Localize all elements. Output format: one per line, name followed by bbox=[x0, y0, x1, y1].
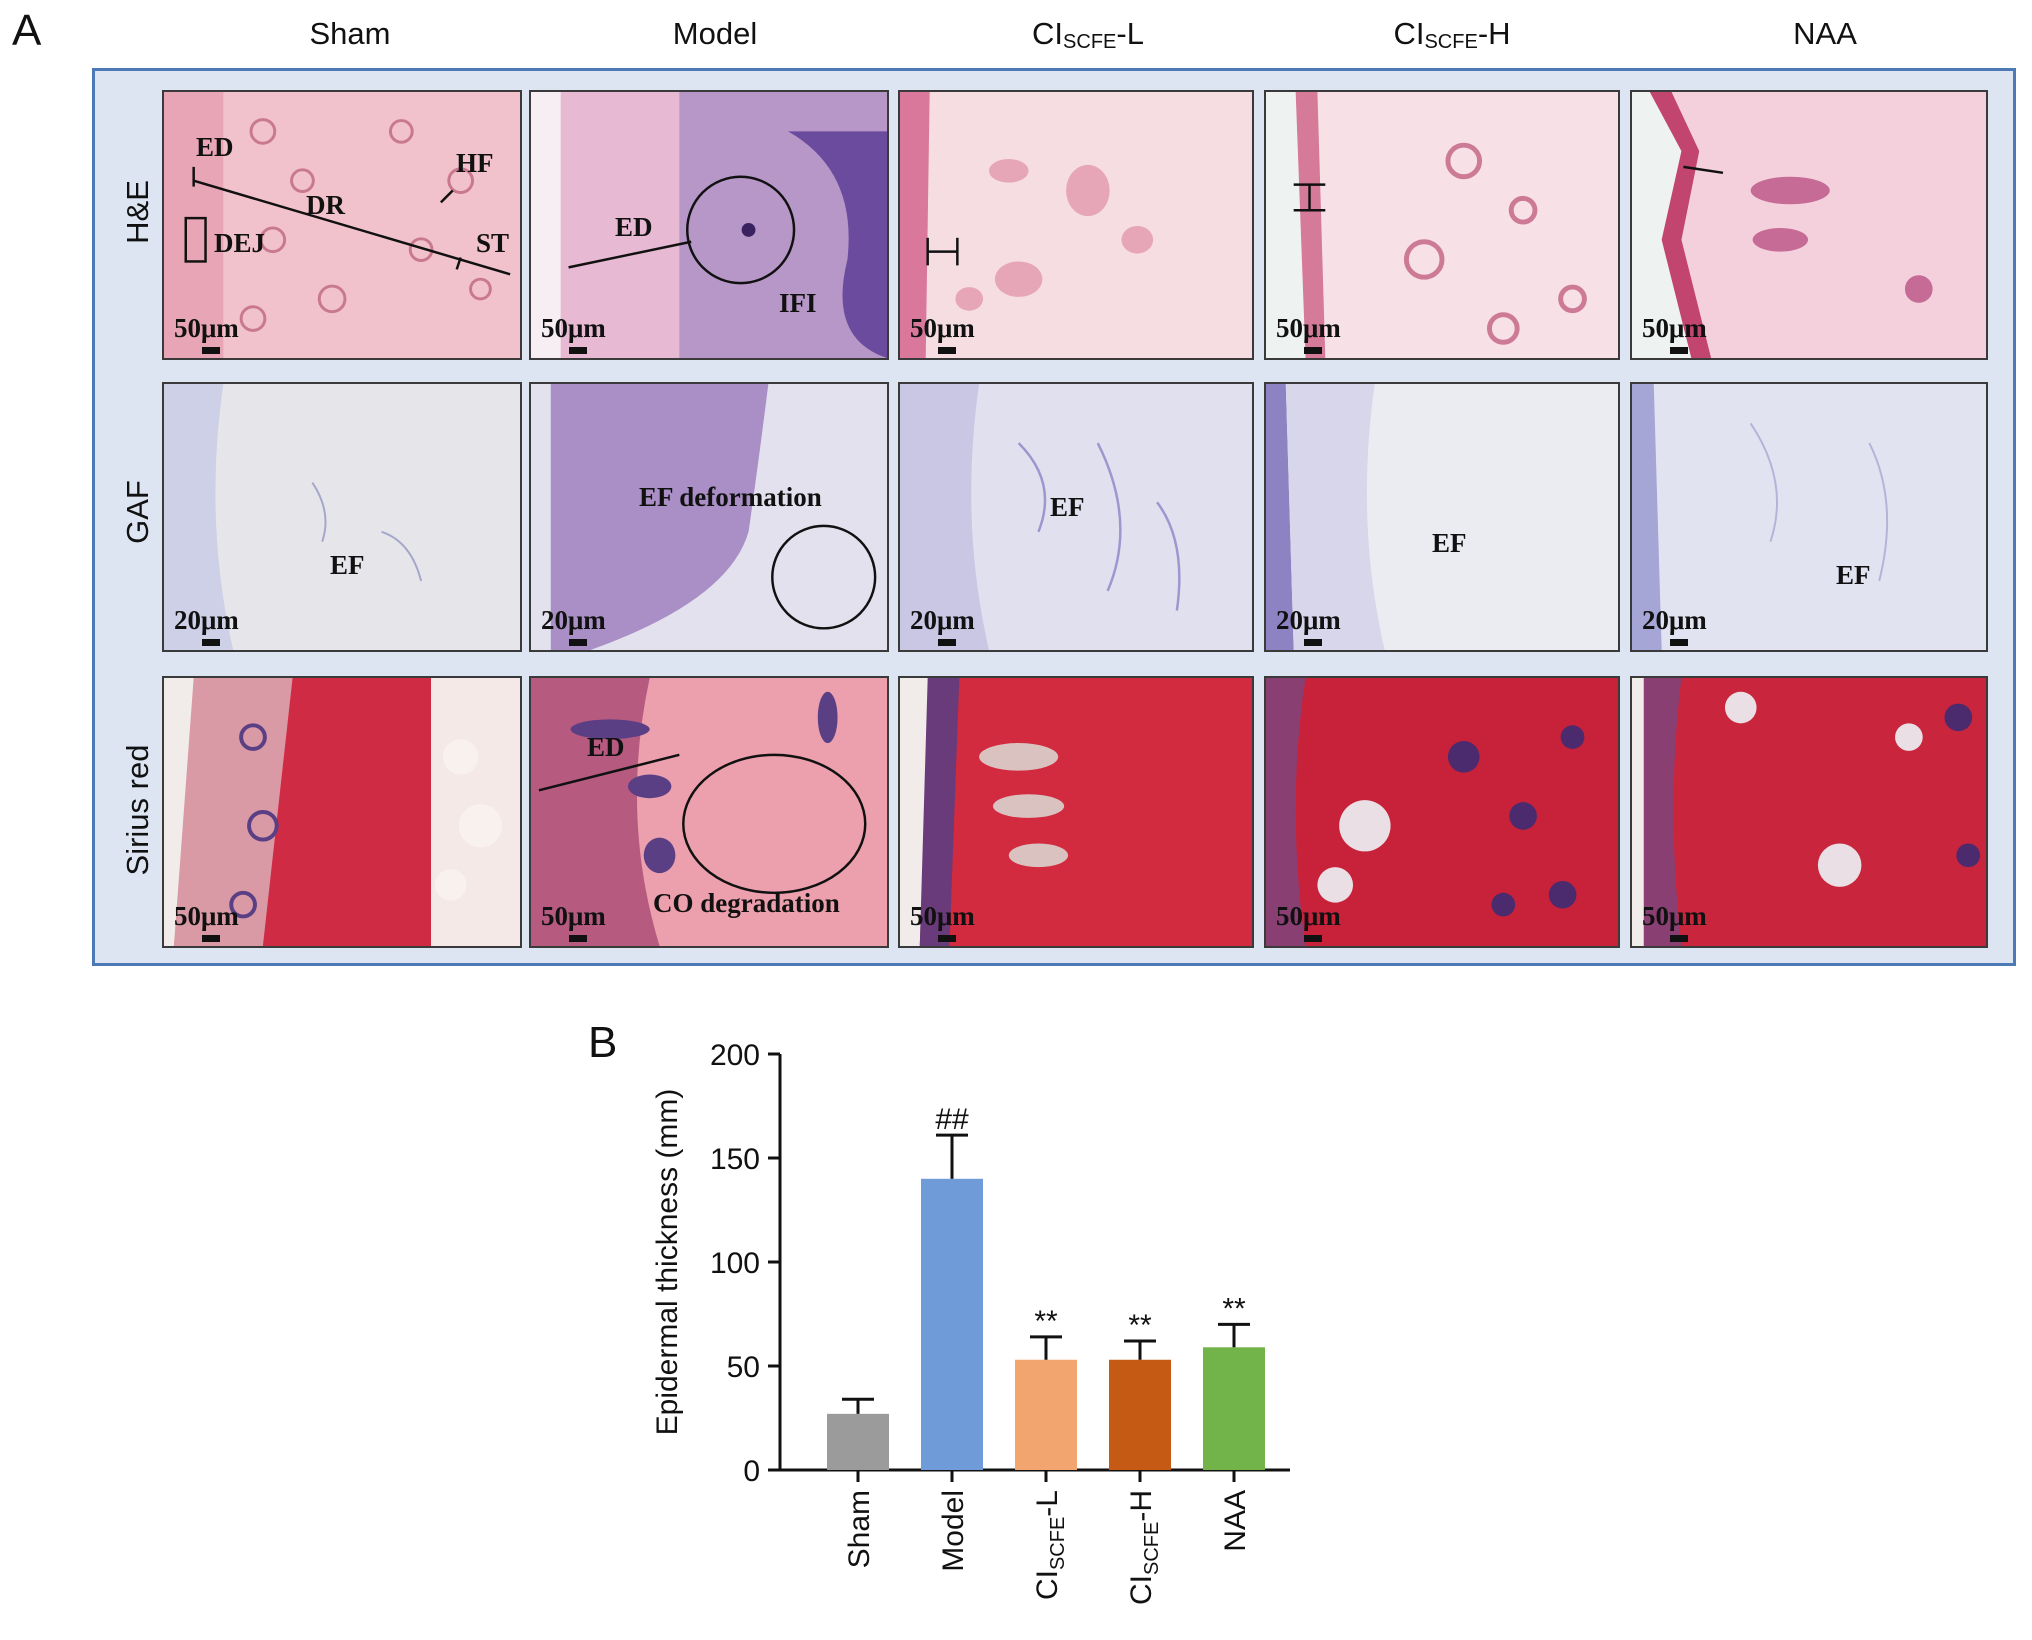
he-ed-label: ED bbox=[196, 132, 234, 162]
he-st-label: ST bbox=[476, 228, 510, 258]
he-dr-label: DR bbox=[306, 190, 345, 220]
he-naa-micrograph: 50μm bbox=[1630, 90, 1988, 360]
scale-bar bbox=[938, 347, 956, 354]
scale-bar bbox=[202, 935, 220, 942]
panel-a-letter: A bbox=[12, 6, 42, 55]
bar bbox=[1015, 1359, 1077, 1470]
gaf-model-micrograph: EF deformation 20μm bbox=[529, 382, 889, 652]
he-model-ifi-label: IFI bbox=[779, 288, 817, 318]
x-category-label: CISCFE-H bbox=[1125, 1490, 1163, 1605]
scale-bar-label: 20μm bbox=[1276, 605, 1341, 635]
scale-bar-label: 50μm bbox=[1276, 901, 1341, 931]
scale-bar bbox=[569, 347, 587, 354]
scale-bar-label: 20μm bbox=[174, 605, 239, 635]
scale-bar-label: 20μm bbox=[541, 605, 606, 635]
sirius-model-micrograph: ED CO degradation 50μm bbox=[529, 676, 889, 948]
scale-bar-label: 20μm bbox=[1642, 605, 1707, 635]
bar bbox=[1109, 1359, 1171, 1470]
significance-marker: ## bbox=[935, 1103, 969, 1136]
scale-bar bbox=[569, 639, 587, 646]
y-tick-label: 150 bbox=[710, 1143, 760, 1176]
significance-marker: ** bbox=[1128, 1309, 1152, 1342]
y-tick-label: 50 bbox=[727, 1351, 760, 1384]
x-category-label: CISCFE-L bbox=[1031, 1490, 1069, 1600]
gaf-ef-label: EF bbox=[1432, 528, 1467, 558]
significance-marker: ** bbox=[1222, 1292, 1246, 1325]
scale-bar-label: 50μm bbox=[1276, 313, 1341, 343]
scale-bar bbox=[1670, 347, 1688, 354]
panel-b-letter: B bbox=[588, 1018, 618, 1067]
scale-bar bbox=[1304, 935, 1322, 942]
scale-bar-label: 50μm bbox=[910, 313, 975, 343]
scale-bar bbox=[1670, 935, 1688, 942]
sirius-sham-micrograph: 50μm bbox=[162, 676, 522, 948]
scale-bar-label: 50μm bbox=[541, 901, 606, 931]
scale-bar-label: 50μm bbox=[174, 901, 239, 931]
sirius-naa-micrograph: 50μm bbox=[1630, 676, 1988, 948]
y-tick-label: 100 bbox=[710, 1247, 760, 1280]
scale-bar-label: 50μm bbox=[1642, 313, 1707, 343]
scale-bar-label: 50μm bbox=[910, 901, 975, 931]
chart-bars bbox=[827, 1133, 1265, 1470]
he-sham-micrograph: ED HF DR DEJ ST 50μm bbox=[162, 90, 522, 360]
column-label-sham: Sham bbox=[309, 16, 391, 51]
sirius-ciscfe-l-micrograph: 50μm bbox=[898, 676, 1254, 948]
y-tick-label: 200 bbox=[710, 1039, 760, 1072]
gaf-ef-label: EF bbox=[1836, 560, 1871, 590]
he-model-micrograph: ED IFI 50μm bbox=[529, 90, 889, 360]
scale-bar bbox=[1670, 639, 1688, 646]
scale-bar bbox=[202, 347, 220, 354]
he-ciscfe-h-micrograph: 50μm bbox=[1264, 90, 1620, 360]
scale-bar bbox=[569, 935, 587, 942]
column-label-model: Model bbox=[672, 16, 758, 51]
scale-bar-label: 50μm bbox=[1642, 901, 1707, 931]
scale-bar-label: 20μm bbox=[910, 605, 975, 635]
gaf-ef-deformation-label: EF deformation bbox=[639, 482, 822, 512]
chart-labels: 0 50 100 150 200 Epidermal thickness (mm) Sham… bbox=[651, 1039, 1252, 1605]
gaf-ciscfe-l-micrograph: EF 20μm bbox=[898, 382, 1254, 652]
column-label-ciscfe-l: CISCFE-L bbox=[1032, 16, 1144, 53]
scale-bar bbox=[1304, 347, 1322, 354]
gaf-sham-micrograph: EF 20μm bbox=[162, 382, 522, 652]
scale-bar-label: 50μm bbox=[541, 313, 606, 343]
bar bbox=[827, 1413, 889, 1470]
gaf-ef-label: EF bbox=[1050, 492, 1085, 522]
x-category-label: Model bbox=[937, 1490, 970, 1572]
sirius-ciscfe-h-micrograph: 50μm bbox=[1264, 676, 1620, 948]
bar bbox=[1203, 1347, 1265, 1470]
scale-bar-label: 50μm bbox=[174, 313, 239, 343]
gaf-ciscfe-h-micrograph: EF 20μm bbox=[1264, 382, 1620, 652]
scale-bar bbox=[202, 639, 220, 646]
co-degradation-label: CO degradation bbox=[653, 888, 840, 918]
column-label-ciscfe-h: CISCFE-H bbox=[1393, 16, 1511, 53]
column-label-naa: NAA bbox=[1793, 16, 1857, 51]
gaf-ef-label: EF bbox=[330, 550, 365, 580]
he-ciscfe-l-micrograph: 50μm bbox=[898, 90, 1254, 360]
y-tick-label: 0 bbox=[743, 1455, 760, 1488]
he-dej-label: DEJ bbox=[214, 228, 266, 258]
scale-bar bbox=[938, 639, 956, 646]
y-axis-title: Epidermal thickness (mm) bbox=[651, 1089, 684, 1436]
scale-bar bbox=[1304, 639, 1322, 646]
gaf-naa-micrograph: EF 20μm bbox=[1630, 382, 1988, 652]
x-category-label: NAA bbox=[1219, 1490, 1252, 1552]
he-hf-label: HF bbox=[456, 148, 494, 178]
he-model-ed-label: ED bbox=[615, 212, 653, 242]
bar bbox=[921, 1178, 983, 1470]
scale-bar bbox=[938, 935, 956, 942]
x-category-label: Sham bbox=[843, 1490, 876, 1568]
sirius-model-ed-label: ED bbox=[587, 732, 625, 762]
significance-marker: ** bbox=[1034, 1305, 1058, 1338]
